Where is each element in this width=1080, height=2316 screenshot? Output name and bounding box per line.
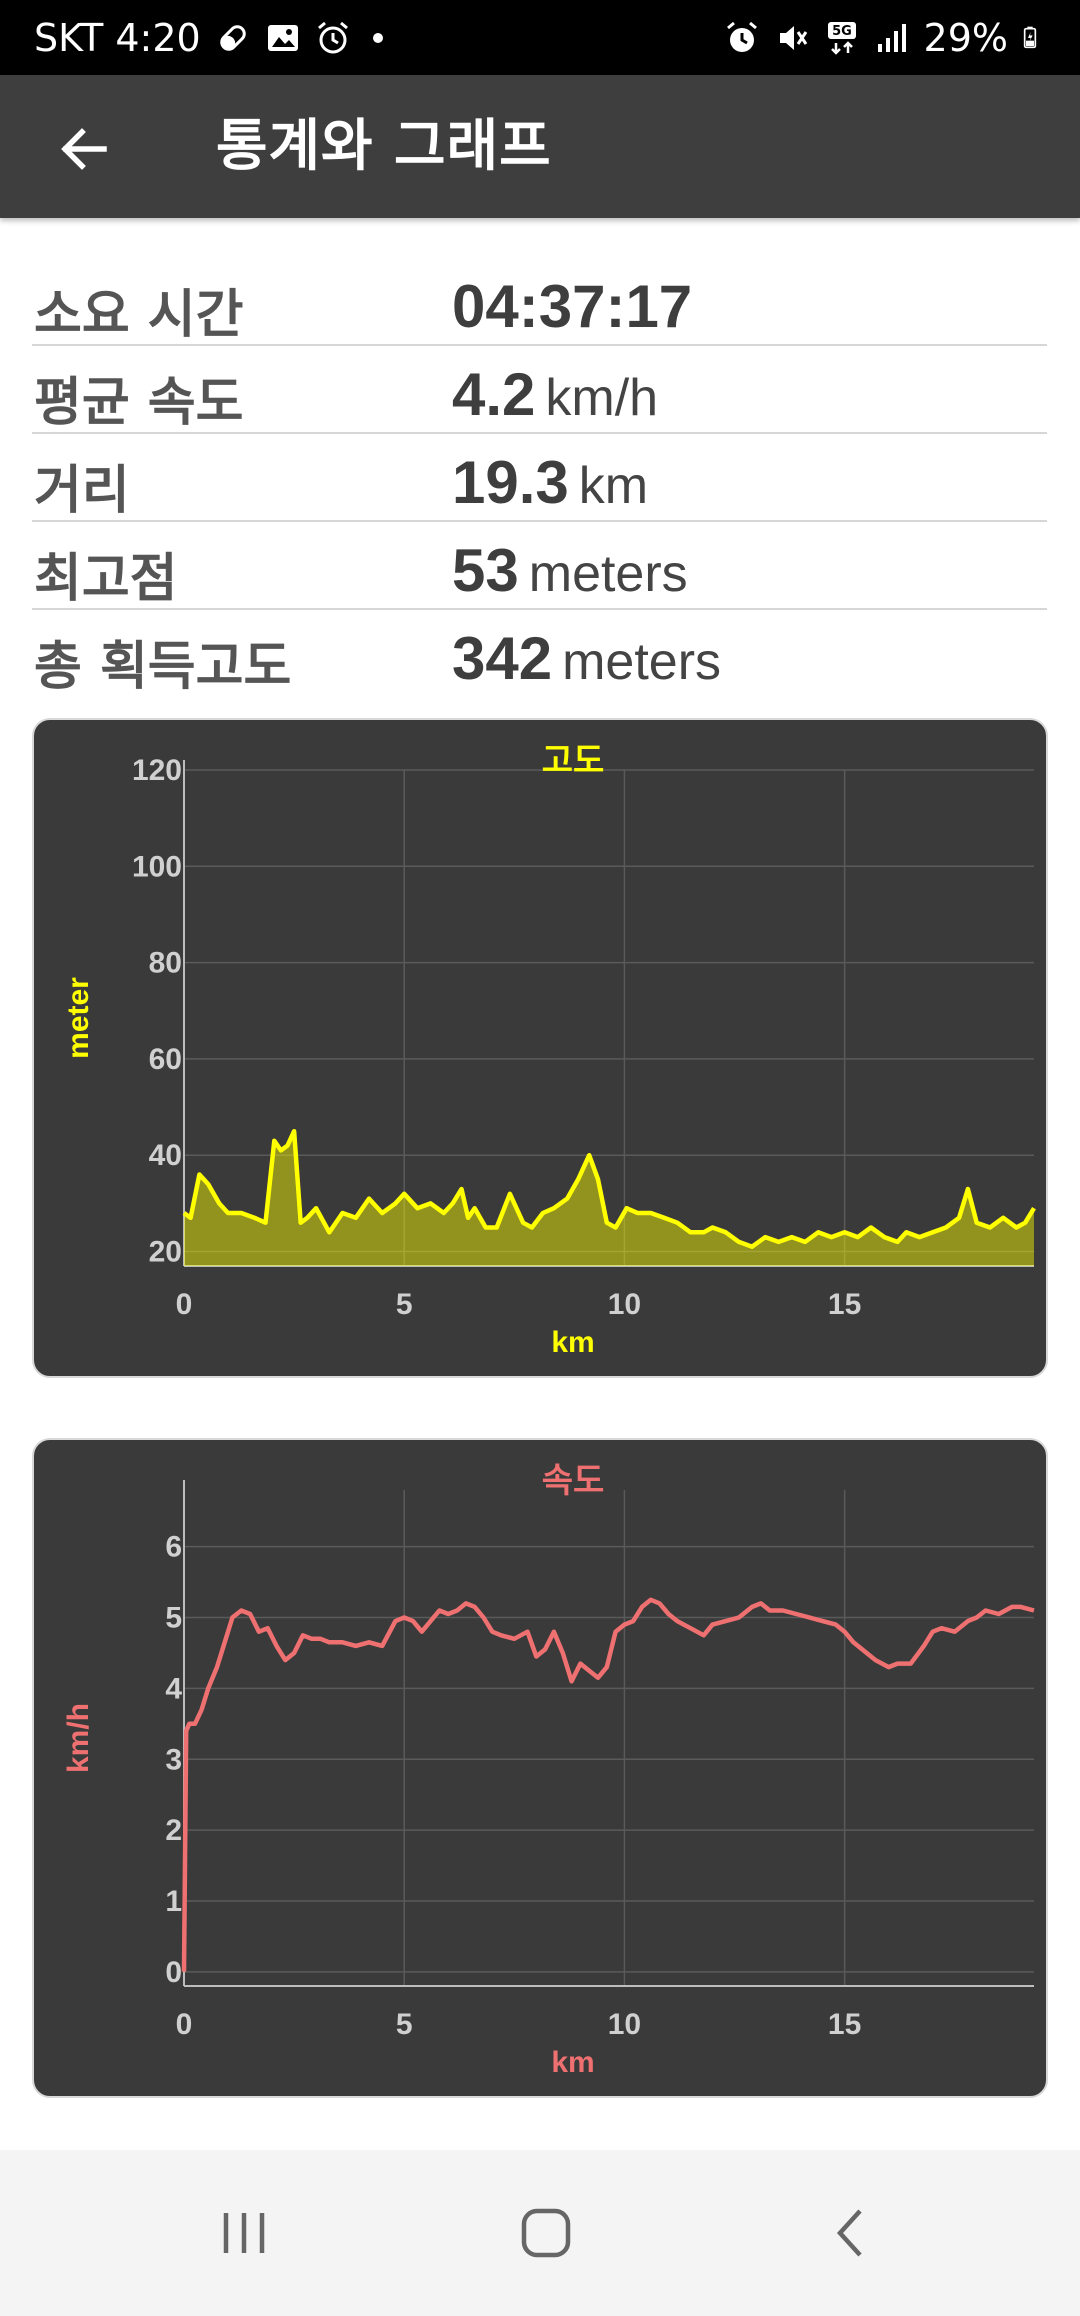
speed-series-line xyxy=(181,1597,1035,1972)
notification-dot-icon xyxy=(372,32,383,43)
navigation-bar xyxy=(0,2150,1080,2316)
signal-icon xyxy=(877,23,906,52)
x-tick-label: 15 xyxy=(828,1288,861,1321)
stat-value: 19.3 xyxy=(452,449,569,516)
y-axis-title: meter xyxy=(62,977,95,1059)
y-tick-label: 2 xyxy=(165,1814,182,1847)
stat-row-max-elevation: 최고점 53 meters xyxy=(32,522,1047,610)
recents-icon xyxy=(223,2213,265,2253)
stat-value-group: 19.3 km xyxy=(452,448,648,517)
y-tick-label: 20 xyxy=(149,1236,182,1269)
stats-table: 소요 시간 04:37:17 평균 속도 4.2 km/h 거리 19.3 km 최… xyxy=(32,258,1047,698)
page-title: 통계와 그래프 xyxy=(216,114,552,179)
alarm-icon xyxy=(726,21,757,52)
chart-title: 속도 xyxy=(542,1461,605,1501)
y-tick-label: 6 xyxy=(165,1531,182,1564)
stat-label: 소요 시간 xyxy=(34,285,244,345)
nav-back-button[interactable] xyxy=(790,2190,910,2276)
y-tick-label: 100 xyxy=(132,850,182,883)
elevation-chart: 20 40 60 80 100 120 0 5 10 15 고도 km meter xyxy=(62,741,1036,1359)
y-tick-label: 4 xyxy=(165,1672,182,1705)
status-right: 5G 29% xyxy=(724,0,1046,75)
status-bar: SKT 4:20 5G 29% xyxy=(0,0,1080,75)
carrier-time: SKT 4:20 xyxy=(34,15,201,60)
x-tick-label: 15 xyxy=(828,2008,861,2041)
stat-value: 04:37:17 xyxy=(452,273,693,340)
stat-row-duration: 소요 시간 04:37:17 xyxy=(32,258,1047,346)
stat-value-group: 53 meters xyxy=(452,536,688,605)
x-tick-label: 5 xyxy=(396,2008,413,2041)
y-tick-label: 40 xyxy=(149,1139,182,1172)
x-tick-label: 5 xyxy=(396,1288,413,1321)
y-tick-label: 3 xyxy=(165,1743,182,1776)
chart-title: 고도 xyxy=(542,741,605,781)
y-axis-title: km/h xyxy=(62,1703,95,1773)
app-bar: 통계와 그래프 xyxy=(0,75,1080,218)
image-icon xyxy=(267,24,298,51)
recents-button[interactable] xyxy=(184,2190,304,2276)
stat-label: 총 획득고도 xyxy=(34,637,292,697)
y-tick-label: 1 xyxy=(165,1885,182,1918)
stat-value: 4.2 xyxy=(452,361,536,428)
x-tick-label: 0 xyxy=(176,2008,193,2041)
x-tick-label: 0 xyxy=(176,1288,193,1321)
speed-chart-card[interactable]: 0 1 2 3 4 5 6 0 5 10 15 속도 km km/h xyxy=(32,1438,1048,2098)
stat-row-distance: 거리 19.3 km xyxy=(32,434,1047,522)
nav-back-icon xyxy=(836,2209,862,2257)
stat-unit: meters xyxy=(528,545,688,603)
arrow-left-icon xyxy=(61,128,107,170)
svg-text:5G: 5G xyxy=(832,24,852,39)
stat-label: 거리 xyxy=(34,461,130,521)
elevation-area-fill xyxy=(184,1131,1034,1266)
elevation-series-line xyxy=(182,1128,1036,1249)
y-tick-label: 80 xyxy=(149,947,182,980)
stat-value-group: 342 meters xyxy=(452,624,721,693)
x-tick-label: 10 xyxy=(608,2008,641,2041)
vibrate-mute-icon xyxy=(779,25,807,50)
pill-icon xyxy=(219,24,246,51)
stat-value-group: 04:37:17 xyxy=(452,272,692,341)
battery-charging-icon xyxy=(1023,26,1037,48)
elevation-chart-card[interactable]: 20 40 60 80 100 120 0 5 10 15 고도 km meter xyxy=(32,718,1048,1378)
stat-label: 평균 속도 xyxy=(34,373,244,433)
alarm-icon xyxy=(317,21,348,53)
y-tick-label: 60 xyxy=(149,1043,182,1076)
stat-unit: meters xyxy=(562,633,722,691)
back-button[interactable] xyxy=(44,109,124,189)
stat-value-group: 4.2 km/h xyxy=(452,360,658,429)
x-axis-title: km xyxy=(551,2046,594,2079)
stat-unit: km xyxy=(578,457,649,515)
speed-chart: 0 1 2 3 4 5 6 0 5 10 15 속도 km km/h xyxy=(62,1461,1035,2079)
y-tick-label: 0 xyxy=(165,1956,182,1989)
status-left: SKT 4:20 xyxy=(34,0,383,75)
stat-row-avg-speed: 평균 속도 4.2 km/h xyxy=(32,346,1047,434)
stat-value: 342 xyxy=(452,625,553,692)
stat-label: 최고점 xyxy=(34,549,178,609)
battery-percent: 29% xyxy=(923,15,1008,60)
stat-row-total-ascent: 총 획득고도 342 meters xyxy=(32,610,1047,698)
stat-unit: km/h xyxy=(545,369,659,427)
stat-value: 53 xyxy=(452,537,519,604)
network-5g-icon: 5G xyxy=(827,21,856,55)
x-axis-title: km xyxy=(551,1326,594,1359)
x-tick-label: 10 xyxy=(608,1288,641,1321)
home-icon xyxy=(521,2208,571,2258)
home-button[interactable] xyxy=(486,2190,606,2276)
y-tick-label: 120 xyxy=(132,754,182,787)
y-tick-label: 5 xyxy=(165,1602,182,1635)
